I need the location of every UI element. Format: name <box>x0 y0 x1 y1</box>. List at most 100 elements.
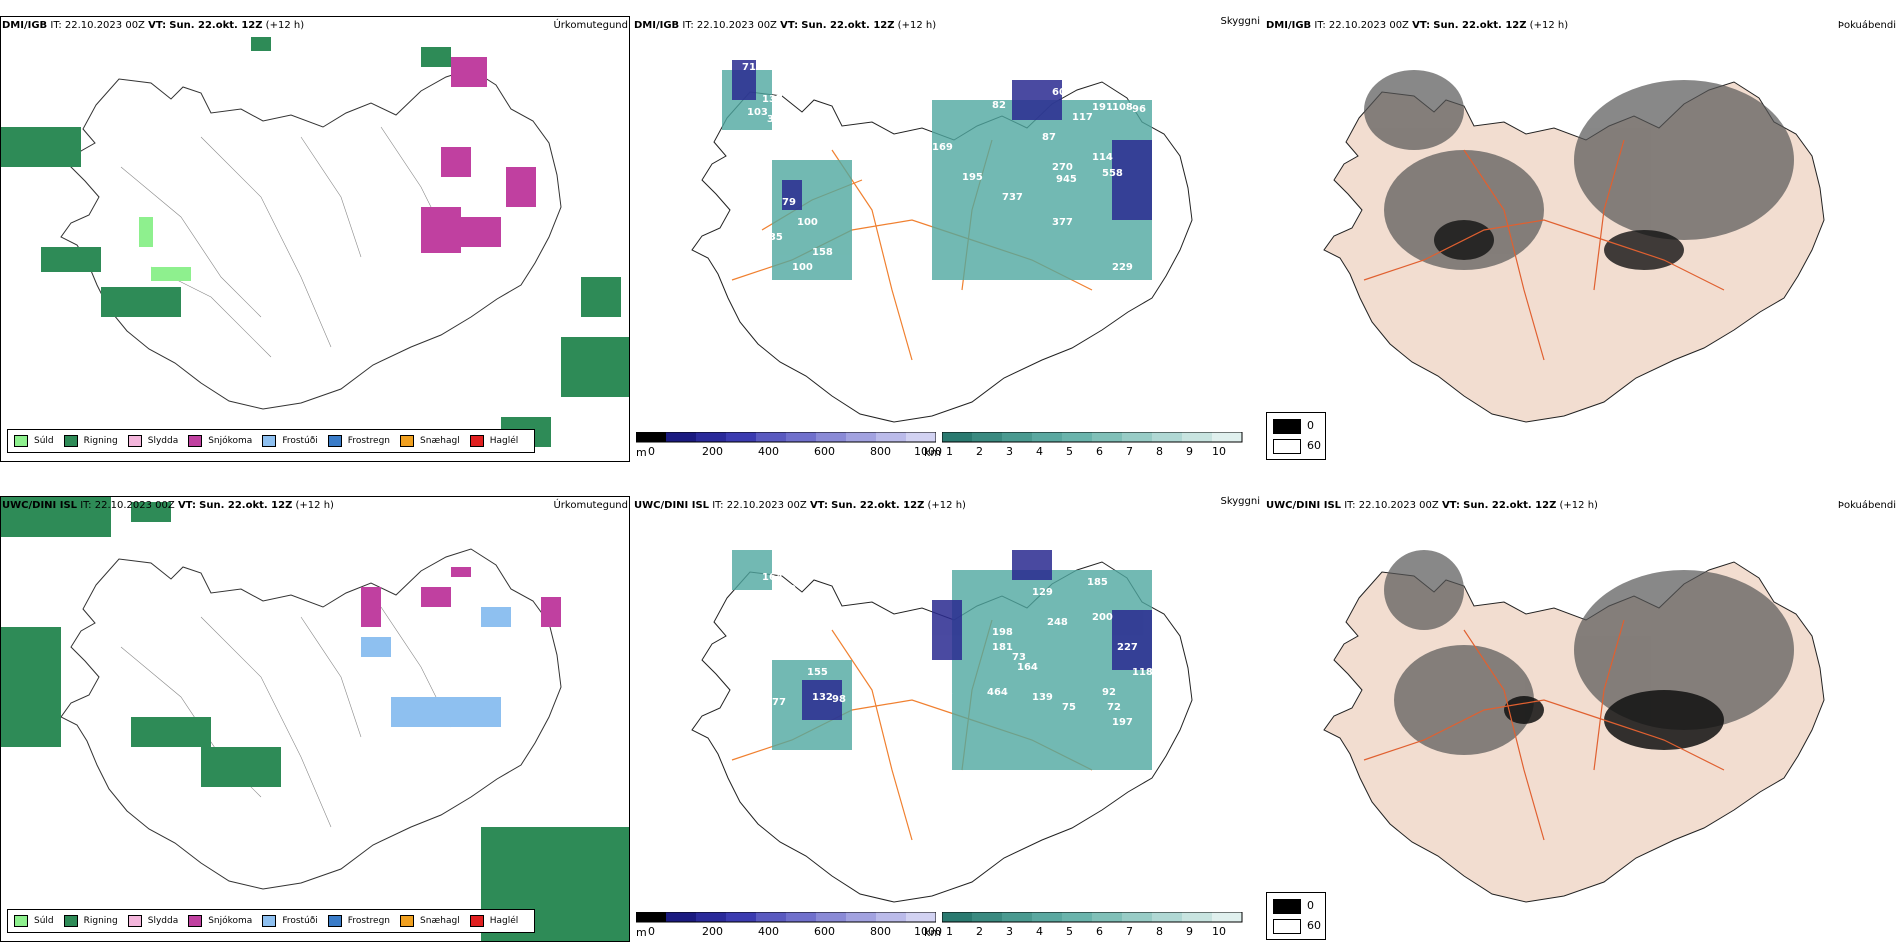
cloud-label: 229 <box>1112 262 1133 273</box>
product-name: Skyggni <box>1220 496 1260 507</box>
legend-item-snaehagl: Snæhagl <box>400 915 460 927</box>
elevation-tick: 1000 <box>914 445 942 458</box>
cloud-label: 100 <box>802 782 823 793</box>
cloud-label: 108 <box>1112 102 1133 113</box>
precip-type-map <box>1 497 629 941</box>
legend-item-frostudi: Frostúði <box>262 915 318 927</box>
cloud-label: 117 <box>1072 112 1093 123</box>
panel-header: UWC/DINI ISL IT: 22.10.2023 00Z VT: Sun.… <box>2 500 334 511</box>
cloud-ceiling-map: 129 185 129 248 200 198 181 73 164 464 1… <box>691 550 1193 903</box>
cloud-label: 464 <box>987 687 1008 698</box>
cloud-ceiling-map: 60 82 117 191 108 96 87 270 114 945 558 … <box>691 60 1193 423</box>
cloud-label: 945 <box>1056 174 1077 185</box>
cloud-label: 185 <box>1087 577 1108 588</box>
cloud-label: 35 <box>807 317 821 328</box>
cloud-label: 87 <box>1042 132 1056 143</box>
cloud-label: 197 <box>1112 717 1133 728</box>
cloud-label: 98 <box>832 694 846 705</box>
cloud-label: 139 <box>1032 692 1053 703</box>
ceiling-tick: 4 <box>1036 925 1043 938</box>
ceiling-tick: 10 <box>1212 925 1226 938</box>
cloud-label: 80 <box>917 837 931 848</box>
elevation-tick: 800 <box>870 925 891 938</box>
cloud-label: 129 <box>1062 557 1083 568</box>
cloud-label: 558 <box>1102 168 1123 179</box>
ceiling-tick: 5 <box>1066 925 1073 938</box>
cloud-label: 235 <box>762 232 783 243</box>
legend-item-snaehagl: Snæhagl <box>400 435 460 447</box>
panel-header: UWC/DINI ISL IT: 22.10.2023 00Z VT: Sun.… <box>634 500 966 511</box>
ceiling-colorbar: km 1 2 3 4 5 6 7 8 9 10 <box>924 912 1248 939</box>
cloud-label: 92 <box>1102 687 1116 698</box>
fog-legend-white-swatch <box>1273 919 1301 934</box>
legend-item-frostregn: Frostregn <box>327 915 390 927</box>
elevation-tick: 0 <box>648 925 655 938</box>
cloud-label: 270 <box>1052 162 1073 173</box>
ceiling-tick: 2 <box>976 925 983 938</box>
cloud-label: 200 <box>1092 612 1113 623</box>
ceiling-tick: 5 <box>1066 445 1073 458</box>
product-name: Úrkomutegund <box>553 500 628 511</box>
cloud-label: 114 <box>1092 152 1113 163</box>
ceiling-tick: 8 <box>1156 445 1163 458</box>
fog-legend-label: 0 <box>1307 419 1314 432</box>
cloud-panel-uwc: 129 185 129 2 4 8 200 1 98 181 73 164 464 1… <box>632 480 1264 950</box>
cloud-label: 137 <box>762 94 783 105</box>
panel-header: DMI/IGB IT: 22.10.2023 00Z VT: Sun. 22.o… <box>1266 20 1569 31</box>
elevation-colorbar: m 0 200 400 600 800 1000 <box>636 432 942 459</box>
cloud-label: 71 <box>742 62 756 73</box>
product-name: Úrkomutegund <box>553 20 628 31</box>
legend-item-frostudi: Frostúði <box>262 435 318 447</box>
cloud-label: 317 <box>782 327 803 338</box>
cloud-label: 118 <box>1132 667 1153 678</box>
fog-legend-white-swatch <box>1273 439 1301 454</box>
panel-header: UWC/DINI ISL IT: 22.10.2023 00Z VT: Sun.… <box>1266 500 1598 511</box>
ceiling-tick: 10 <box>1212 445 1226 458</box>
bottom-model-row: Súld Rigning Slydda Snjókoma Frostúði Fr… <box>0 480 1900 950</box>
cloud-label: 78 <box>782 787 796 798</box>
cloud-panel-dmi: 60 82 117 191 108 96 87 270 114 945 558 … <box>632 0 1264 470</box>
cloud-label: 72 <box>1107 702 1121 713</box>
cloud-label: 75 <box>1062 702 1076 713</box>
fog-panel-dmi: 0 60 DMI/IGB IT: 22.10.2023 00Z VT: Sun.… <box>1264 0 1900 470</box>
cloud-label: 181 <box>992 642 1013 653</box>
elevation-tick: 200 <box>702 445 723 458</box>
cloud-label: 137 <box>932 692 953 703</box>
ceiling-unit: km <box>924 926 942 939</box>
panel-header: DMI/IGB IT: 22.10.2023 00Z VT: Sun. 22.o… <box>634 20 937 31</box>
cloud-label: 73 <box>1012 652 1026 663</box>
ceiling-tick: 9 <box>1186 925 1193 938</box>
fog-legend: 0 60 <box>1266 892 1326 940</box>
legend-item-sudd: Súld <box>14 435 54 447</box>
cloud-label: 129 <box>1032 587 1053 598</box>
cloud-label: 164 <box>1017 662 1038 673</box>
cloud-label: 155 <box>807 667 828 678</box>
legend-item-snjokoma: Snjókoma <box>188 435 252 447</box>
legend-item-haglel: Haglél <box>469 435 518 447</box>
precip-type-panel-uwc: Súld Rigning Slydda Snjókoma Frostúði Fr… <box>0 480 632 950</box>
elevation-unit: m <box>636 446 647 459</box>
cloud-label: 96 <box>1132 104 1146 115</box>
ceiling-colorbar: km 1 2 3 4 5 6 7 8 9 10 <box>924 432 1248 459</box>
fog-legend-label: 60 <box>1307 919 1321 932</box>
cloud-label: 169 <box>932 142 953 153</box>
elevation-tick: 0 <box>648 445 655 458</box>
elevation-tick: 600 <box>814 925 835 938</box>
cloud-label: 195 <box>962 172 983 183</box>
ceiling-unit: km <box>924 446 942 459</box>
ceiling-tick: 1 <box>946 925 953 938</box>
ceiling-tick: 3 <box>1006 445 1013 458</box>
cloud-label: 308 <box>767 114 788 125</box>
cloud-label: 103 <box>747 107 768 118</box>
ceiling-tick: 8 <box>1156 925 1163 938</box>
cloud-label: 77 <box>892 837 906 848</box>
legend-item-slydda: Slydda <box>127 915 178 927</box>
cloud-label: 90 <box>782 584 796 595</box>
ceiling-tick: 4 <box>1036 445 1043 458</box>
legend-item-slydda: Slydda <box>127 435 178 447</box>
cloud-label: 100 <box>792 262 813 273</box>
ceiling-tick: 7 <box>1126 925 1133 938</box>
precip-type-legend: Súld Rigning Slydda Snjókoma Frostúði Fr… <box>7 909 536 933</box>
elevation-unit: m <box>636 926 647 939</box>
ceiling-tick: 1 <box>946 445 953 458</box>
